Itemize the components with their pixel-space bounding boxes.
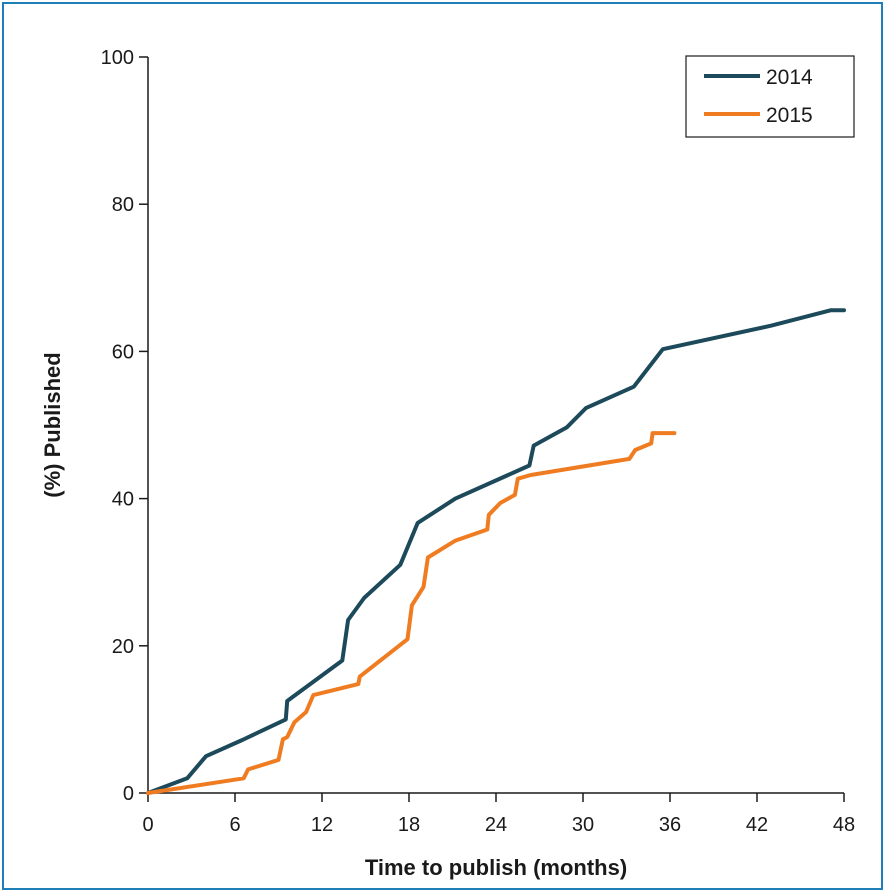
y-tick-label: 80 [112, 194, 134, 216]
x-tick-label: 36 [659, 814, 681, 836]
chart-frame [2, 2, 883, 890]
x-tick-label: 12 [311, 814, 333, 836]
legend-label: 2015 [766, 104, 813, 127]
x-tick-label: 24 [485, 814, 507, 836]
axes: 0 20 40 60 80 100 0 6 12 18 24 30 36 42 48 [101, 47, 856, 836]
y-tick-label: 0 [123, 783, 134, 805]
series-line-2014 [146, 308, 846, 795]
x-tick-label: 48 [833, 814, 855, 836]
x-tick-label: 6 [229, 814, 240, 836]
y-tick-label: 40 [112, 489, 134, 511]
legend-box [685, 55, 855, 138]
x-tick-label: 42 [746, 814, 768, 836]
y-tick-label: 60 [112, 341, 134, 363]
x-tick-label: 18 [398, 814, 420, 836]
x-tick-label: 30 [572, 814, 594, 836]
legend: 2014 2015 [685, 55, 855, 138]
legend-label: 2014 [766, 66, 813, 89]
x-tick-label: 0 [142, 814, 153, 836]
y-tick-label: 100 [101, 47, 134, 69]
y-axis-title: (%) Published [40, 352, 65, 497]
series-layer [146, 308, 846, 795]
series-line-2015 [146, 431, 677, 795]
x-axis-title: Time to publish (months) [365, 855, 627, 880]
y-tick-label: 20 [112, 636, 134, 658]
